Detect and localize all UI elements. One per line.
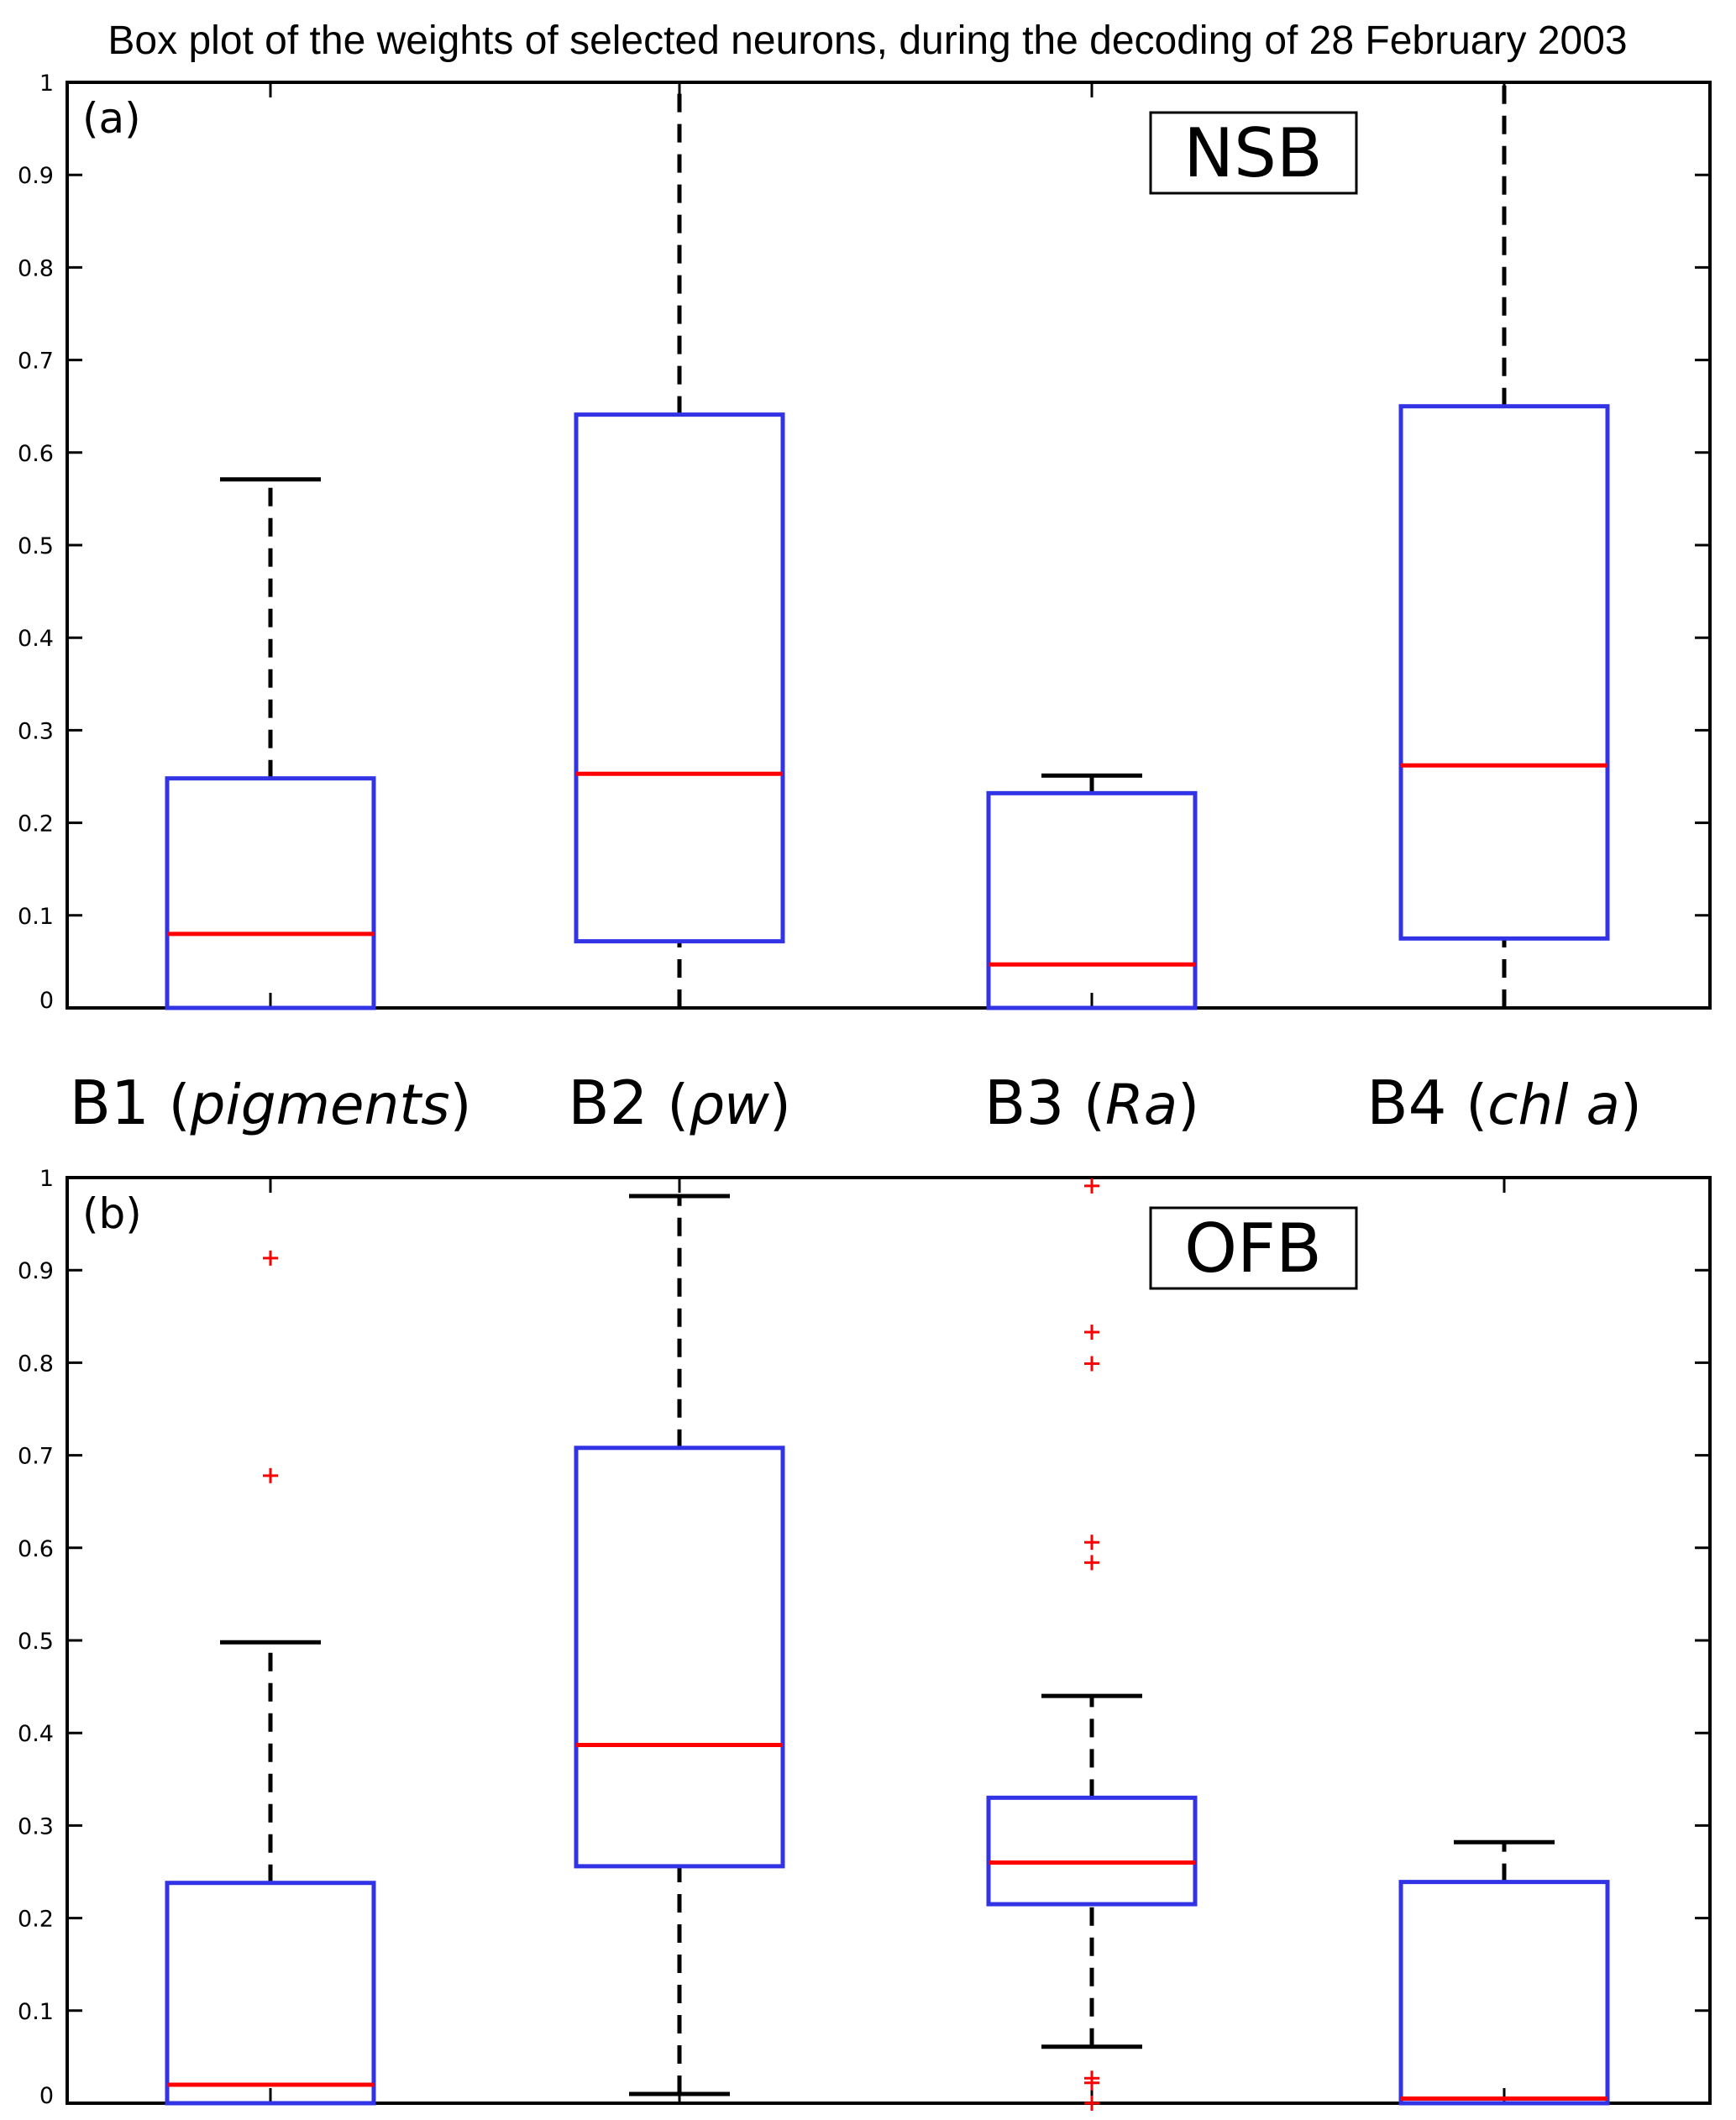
outlier-marker — [263, 1250, 278, 1266]
panel-tag-box — [1149, 111, 1358, 195]
panel-label: (a) — [82, 94, 141, 143]
y-tick-label: 0.1 — [18, 1999, 54, 2025]
y-tick-label: 1 — [39, 1166, 54, 1192]
y-tick-label: 1 — [39, 71, 54, 97]
outlier-marker — [1084, 2070, 1099, 2086]
box-B3 — [986, 1178, 1198, 2111]
iqr-box — [986, 790, 1198, 1010]
y-tick-label: 0.1 — [18, 904, 54, 930]
y-tick-label: 0.3 — [18, 718, 54, 744]
axes-frame — [66, 81, 1712, 1010]
iqr-box — [165, 1881, 376, 2106]
box-B1 — [165, 477, 376, 1010]
category-label-B4: B4 (chl a) — [1366, 1068, 1641, 1138]
panel-a: 0 0.1 0.2 0.3 0.4 0.5 0.6 0.7 0.8 0.9 1 (a) NSB — [18, 71, 1712, 1014]
y-tick-label: 0.3 — [18, 1813, 54, 1839]
category-label-B3: B3 (Ra) — [984, 1068, 1199, 1138]
y-tick-label: 0.2 — [18, 1907, 54, 1933]
outlier-marker — [1084, 1178, 1099, 1194]
box-B1 — [165, 1250, 376, 2106]
box-B2 — [574, 1194, 785, 2096]
iqr-box — [574, 412, 785, 944]
outlier-marker — [1084, 1555, 1099, 1571]
y-tick-label: 0.9 — [18, 1258, 54, 1284]
outlier-marker — [263, 1467, 278, 1483]
outlier-marker — [1084, 1535, 1099, 1551]
iqr-box — [1398, 1880, 1610, 2106]
y-tick-label: 0.4 — [18, 1721, 54, 1747]
y-tick-label: 0.5 — [18, 533, 54, 559]
iqr-box — [986, 1795, 1198, 1907]
panel-tag: OFB — [1184, 1210, 1322, 1288]
category-label-B1: B1 (pigments) — [70, 1068, 472, 1138]
y-tick-label: 0.6 — [18, 1536, 54, 1562]
y-tick-label: 0.9 — [18, 163, 54, 189]
y-tick-label: 0.4 — [18, 626, 54, 652]
iqr-box — [165, 776, 376, 1010]
box-B3 — [986, 773, 1198, 1010]
y-tick-label: 0.8 — [18, 1351, 54, 1377]
iqr-box — [574, 1446, 785, 1869]
y-tick-label: 0.6 — [18, 441, 54, 467]
panel-b: 0 0.1 0.2 0.3 0.4 0.5 0.6 0.7 0.8 0.9 1 (b) OFB — [18, 1166, 1712, 2111]
panel-tag: NSB — [1183, 114, 1323, 192]
panel-tag-box — [1149, 1206, 1358, 1290]
category-labels: B1 (pigments) B2 (ρw) B3 (Ra) B4 (chl a) — [70, 1068, 1642, 1138]
box-B2 — [574, 82, 785, 1008]
y-tick-label: 0.7 — [18, 349, 54, 375]
iqr-box — [1398, 404, 1610, 941]
panel-label: (b) — [82, 1189, 142, 1238]
y-tick-label: 0.7 — [18, 1444, 54, 1470]
y-tick-label: 0.2 — [18, 811, 54, 837]
y-tick-label: 0 — [39, 2083, 54, 2109]
figure-title: Box plot of the weights of selected neur… — [108, 18, 1627, 63]
outlier-marker — [1084, 2096, 1099, 2111]
box-B4 — [1398, 1839, 1610, 2106]
y-tick-label: 0.8 — [18, 255, 54, 281]
box-B4 — [1398, 82, 1610, 1008]
category-label-B2: B2 (ρw) — [568, 1068, 790, 1138]
y-tick-label: 0.5 — [18, 1629, 54, 1655]
outlier-marker — [1084, 1325, 1099, 1341]
y-tick-label: 0 — [39, 988, 54, 1014]
outlier-marker — [1084, 1356, 1099, 1372]
